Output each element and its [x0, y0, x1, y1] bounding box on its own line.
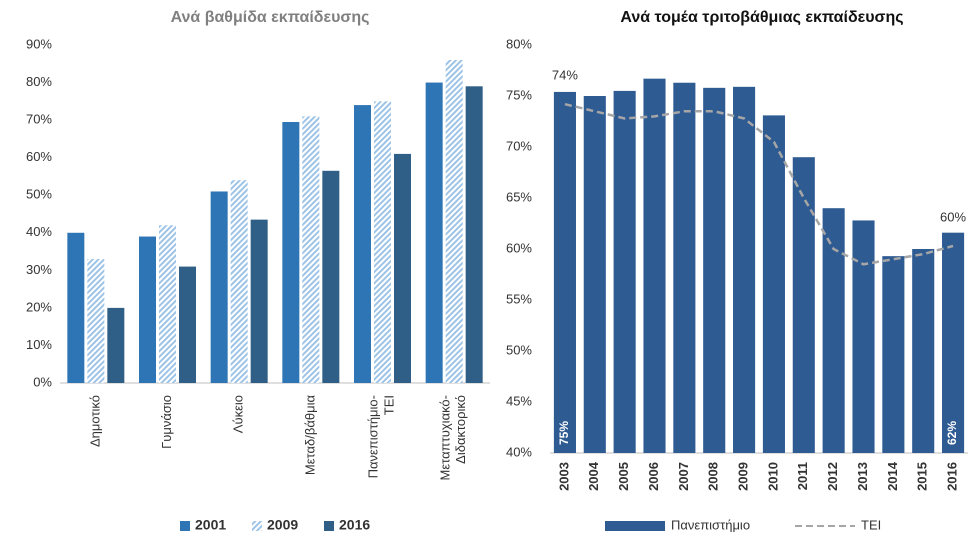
x-tick-label: Γυμνάσιο	[159, 395, 174, 449]
y-tick-label: 30%	[26, 262, 52, 277]
bar	[354, 105, 371, 383]
bar	[302, 116, 320, 383]
bar	[87, 259, 105, 383]
value-label: 75%	[557, 421, 571, 445]
bar	[230, 180, 248, 383]
x-tick-label: 2010	[765, 462, 780, 491]
x-tick-label: Μεταδ/βάθμια	[302, 395, 317, 476]
bar	[179, 266, 196, 383]
bar	[465, 86, 483, 384]
legend-label: ΤΕΙ	[861, 517, 881, 532]
y-tick-label: 40%	[506, 444, 532, 459]
y-tick-label: 45%	[506, 393, 532, 408]
line	[564, 102, 954, 266]
y-tick-label: 50%	[506, 342, 532, 357]
legend-swatch	[605, 521, 665, 531]
y-tick-label: 70%	[506, 138, 532, 153]
bar	[210, 191, 228, 383]
chart-title: Ανά βαθμίδα εκπαίδευσης	[171, 9, 370, 26]
bar	[613, 90, 636, 454]
bar	[159, 225, 176, 383]
y-tick-label: 80%	[506, 36, 532, 51]
y-tick-label: 70%	[26, 112, 52, 127]
x-tick-label: 2004	[586, 461, 601, 491]
x-tick-label: 2016	[945, 462, 960, 491]
bar	[733, 86, 756, 453]
legend-swatch	[252, 521, 262, 531]
chart-title: Ανά τομέα τριτοβάθμιας εκπαίδευσης	[620, 9, 903, 26]
x-tick-label: 2012	[825, 462, 840, 491]
bar	[139, 236, 156, 383]
x-tick-label: 2009	[736, 462, 751, 491]
x-tick-label: 2007	[676, 462, 691, 491]
y-tick-label: 55%	[506, 291, 532, 306]
bar	[882, 256, 905, 453]
value-label: 74%	[552, 68, 578, 83]
legend-swatch	[324, 521, 334, 531]
y-tick-label: 40%	[26, 224, 52, 239]
x-tick-label: 2005	[616, 462, 631, 491]
bar	[67, 232, 85, 383]
legend-label: 2009	[267, 517, 298, 533]
y-tick-label: 60%	[506, 240, 532, 255]
x-tick-label: 2006	[646, 462, 661, 491]
bar	[553, 91, 576, 454]
bar	[792, 157, 815, 453]
x-tick-label: 2011	[795, 462, 810, 490]
bar	[394, 153, 411, 383]
bar	[673, 82, 696, 454]
y-tick-label: 0%	[33, 374, 52, 389]
value-label: 62%	[945, 421, 959, 445]
y-tick-label: 10%	[26, 337, 52, 352]
y-tick-label: 90%	[26, 36, 52, 51]
bar	[107, 307, 125, 383]
y-tick-label: 60%	[26, 149, 52, 164]
x-tick-label: 2013	[855, 462, 870, 491]
y-tick-label: 80%	[26, 74, 52, 89]
bar	[643, 78, 666, 453]
x-tick-label: 2003	[556, 462, 571, 491]
x-tick-label: Πανεπιστήμιο-ΤΕΙ	[366, 395, 397, 478]
bar	[282, 121, 300, 383]
bar	[425, 82, 443, 384]
x-tick-label: 2015	[915, 462, 930, 491]
x-tick-label: Μεταπτυχιακό-Διδακτορικό	[438, 395, 469, 480]
bar	[250, 219, 268, 383]
y-tick-label: 65%	[506, 189, 532, 204]
legend-swatch	[180, 521, 190, 531]
x-tick-label: 2014	[885, 461, 900, 491]
bar	[852, 220, 875, 453]
bar	[912, 249, 935, 453]
bar	[583, 96, 606, 453]
bar	[703, 87, 726, 453]
legend-label: Πανεπιστήμιο	[671, 517, 750, 532]
bar	[374, 101, 391, 383]
y-tick-label: 75%	[506, 87, 532, 102]
y-tick-label: 20%	[26, 299, 52, 314]
x-tick-label: Δημοτικό	[87, 395, 102, 447]
bar	[322, 170, 340, 383]
legend-label: 2001	[195, 517, 226, 533]
value-label: 60%	[940, 209, 966, 224]
bar	[822, 208, 845, 453]
bar	[762, 115, 785, 453]
y-tick-label: 50%	[26, 187, 52, 202]
bar	[445, 60, 463, 384]
x-tick-label: Λύκειο	[231, 395, 246, 433]
legend-label: 2016	[339, 517, 370, 533]
x-tick-label: 2008	[706, 462, 721, 491]
bar	[942, 232, 965, 453]
